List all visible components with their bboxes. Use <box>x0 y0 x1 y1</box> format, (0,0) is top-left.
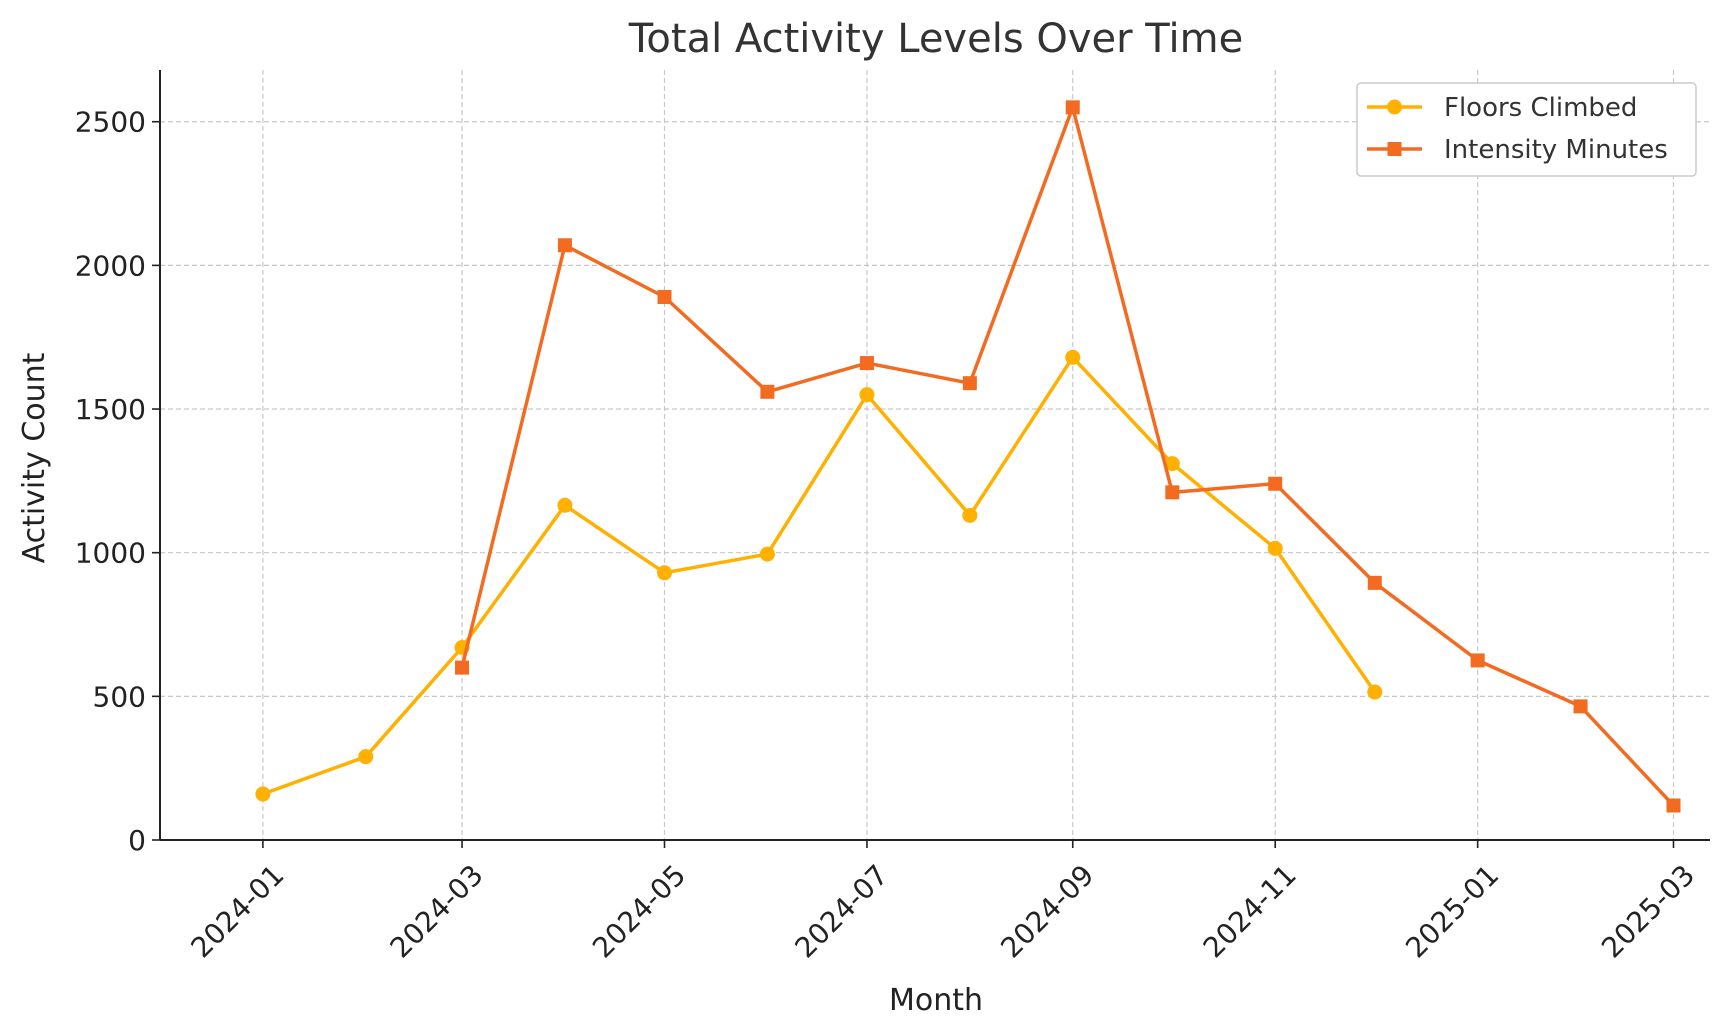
legend-entry: Floors Climbed <box>1367 93 1637 123</box>
data-point <box>1573 699 1588 714</box>
data-point <box>1367 684 1383 700</box>
data-point <box>455 660 470 675</box>
x-tick-label: 2024-11 <box>1197 858 1303 964</box>
y-axis-ticks: 0 500 1000 1500 2000 2500 <box>75 106 160 857</box>
data-point <box>759 546 775 562</box>
x-tick-label: 2024-09 <box>994 858 1100 964</box>
x-axis-title: Month <box>889 983 983 1018</box>
legend-label: Floors Climbed <box>1444 93 1637 123</box>
legend-frame <box>1356 82 1697 177</box>
chart-title: Total Activity Levels Over Time <box>628 16 1243 62</box>
x-tick-label: 2024-01 <box>184 858 290 964</box>
legend: Floors Climbed Intensity Minutes <box>1356 82 1697 177</box>
y-tick-label: 500 <box>93 680 146 713</box>
data-point <box>962 507 978 523</box>
data-point <box>1470 653 1485 668</box>
data-point <box>1065 100 1080 115</box>
series <box>255 100 1681 813</box>
data-point <box>962 376 977 391</box>
series-line <box>460 105 1675 807</box>
x-axis-ticks: 2024-01 2024-03 2024-05 2024-07 2024-09 2024-… <box>184 840 1701 964</box>
data-point <box>1065 349 1081 365</box>
x-tick-label: 2025-03 <box>1595 858 1701 964</box>
x-tick-label: 2024-07 <box>789 858 895 964</box>
axes <box>159 70 1710 841</box>
y-axis-title: Activity Count <box>17 352 52 563</box>
data-point <box>1267 540 1283 556</box>
data-point <box>859 387 875 403</box>
y-tick-label: 2000 <box>75 249 146 282</box>
grid <box>160 70 1710 841</box>
data-point <box>657 289 672 304</box>
series-floors-climbed <box>255 349 1383 802</box>
y-tick-label: 2500 <box>75 106 146 139</box>
y-tick-label: 1500 <box>75 393 146 426</box>
data-point <box>1164 456 1180 472</box>
data-point <box>1367 575 1382 590</box>
series-line <box>262 355 1377 796</box>
data-point <box>1165 485 1180 500</box>
data-point <box>557 238 572 253</box>
legend-label: Intensity Minutes <box>1444 135 1668 165</box>
data-point <box>358 749 374 765</box>
legend-marker <box>1387 99 1402 115</box>
y-tick-label: 0 <box>128 824 146 857</box>
x-tick-label: 2025-01 <box>1399 858 1505 964</box>
data-point <box>255 786 271 802</box>
y-tick-label: 1000 <box>75 537 146 570</box>
data-point <box>557 497 573 513</box>
data-point <box>656 565 672 581</box>
series-intensity-minutes <box>455 100 1681 813</box>
data-point <box>1268 476 1283 491</box>
legend-marker <box>1387 142 1402 156</box>
data-point <box>1666 798 1681 813</box>
x-tick-label: 2024-03 <box>384 858 490 964</box>
data-point <box>859 356 874 371</box>
x-tick-label: 2024-05 <box>586 858 692 964</box>
legend-entry: Intensity Minutes <box>1367 135 1668 165</box>
legend-entries: Floors Climbed Intensity Minutes <box>1367 93 1668 165</box>
data-point <box>760 384 775 399</box>
